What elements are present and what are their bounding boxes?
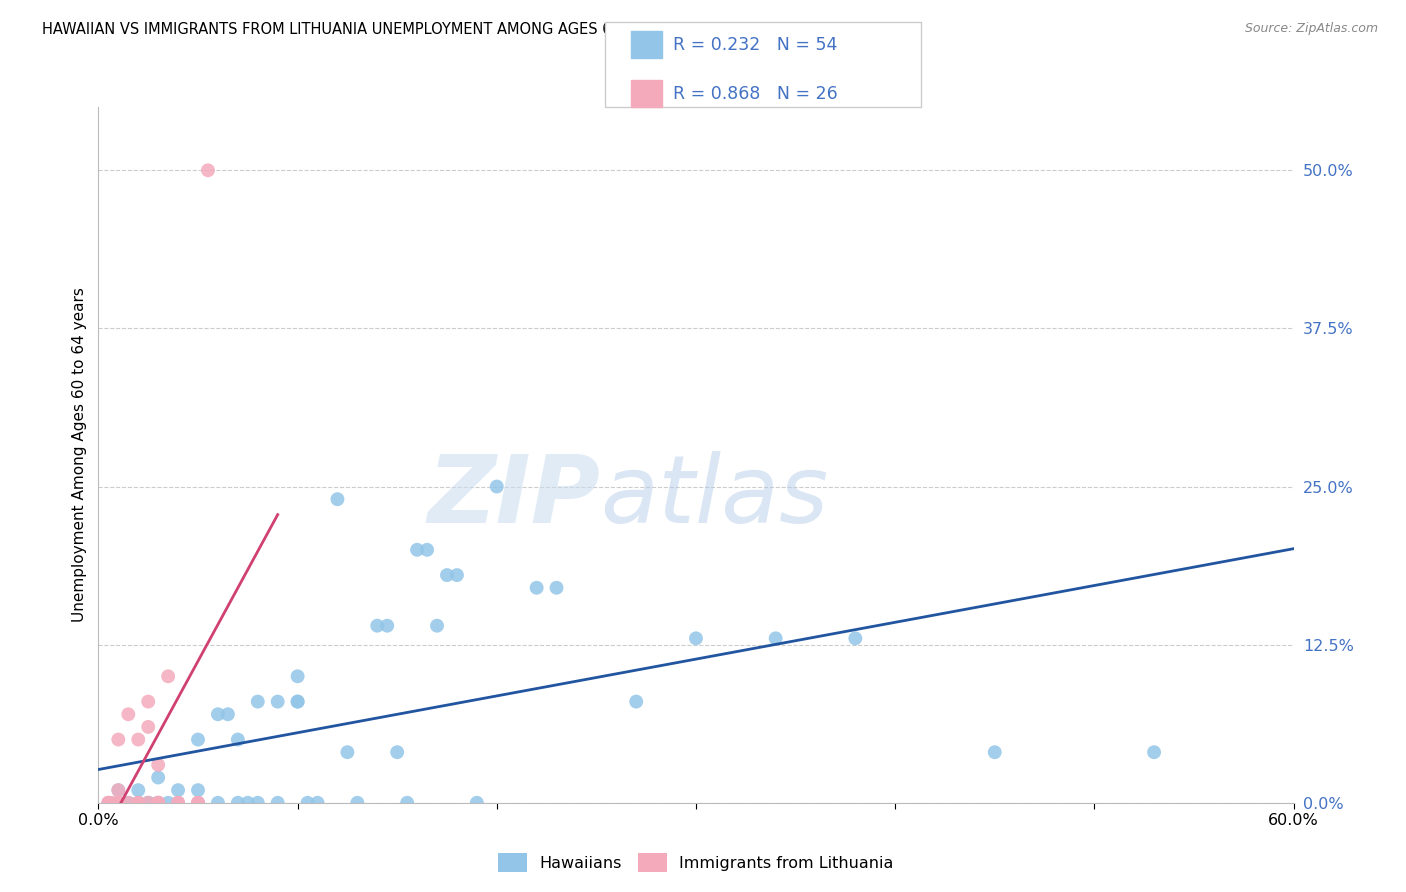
- Point: [127, 796, 149, 810]
- Point: [287, 695, 309, 709]
- Point: [148, 771, 170, 785]
- Point: [136, 720, 159, 734]
- Point: [336, 745, 359, 759]
- Point: [485, 479, 508, 493]
- Point: [385, 745, 409, 759]
- Point: [148, 796, 170, 810]
- Point: [107, 796, 129, 810]
- Point: [187, 796, 209, 810]
- Point: [267, 796, 290, 810]
- Point: [246, 796, 269, 810]
- Point: [127, 783, 149, 797]
- Point: [844, 632, 866, 646]
- Point: [207, 796, 229, 810]
- Point: [97, 796, 120, 810]
- Point: [187, 732, 209, 747]
- Point: [465, 796, 488, 810]
- Point: [107, 783, 129, 797]
- Point: [246, 695, 269, 709]
- Point: [117, 796, 139, 810]
- Point: [148, 796, 170, 810]
- Point: [148, 757, 170, 772]
- Point: [127, 732, 149, 747]
- Text: ZIP: ZIP: [427, 450, 600, 542]
- Text: HAWAIIAN VS IMMIGRANTS FROM LITHUANIA UNEMPLOYMENT AMONG AGES 60 TO 64 YEARS COR: HAWAIIAN VS IMMIGRANTS FROM LITHUANIA UN…: [42, 22, 884, 37]
- Text: R = 0.232   N = 54: R = 0.232 N = 54: [673, 36, 838, 54]
- Point: [436, 568, 458, 582]
- Point: [287, 669, 309, 683]
- Point: [97, 796, 120, 810]
- Point: [1143, 745, 1166, 759]
- Point: [416, 542, 439, 557]
- Point: [226, 796, 249, 810]
- Point: [326, 492, 349, 507]
- Point: [136, 695, 159, 709]
- Point: [127, 796, 149, 810]
- Point: [97, 796, 120, 810]
- Point: [136, 796, 159, 810]
- Point: [526, 581, 548, 595]
- Point: [446, 568, 468, 582]
- Point: [117, 707, 139, 722]
- Point: [167, 796, 190, 810]
- Point: [765, 632, 787, 646]
- Point: [167, 796, 190, 810]
- Text: atlas: atlas: [600, 451, 828, 542]
- Point: [148, 796, 170, 810]
- Point: [117, 796, 139, 810]
- Point: [685, 632, 707, 646]
- Point: [167, 796, 190, 810]
- Y-axis label: Unemployment Among Ages 60 to 64 years: Unemployment Among Ages 60 to 64 years: [72, 287, 87, 623]
- Point: [127, 796, 149, 810]
- Point: [396, 796, 419, 810]
- Point: [426, 618, 449, 632]
- Point: [267, 695, 290, 709]
- Point: [375, 618, 398, 632]
- Point: [167, 783, 190, 797]
- Point: [107, 783, 129, 797]
- Point: [157, 796, 180, 810]
- Point: [148, 796, 170, 810]
- Point: [207, 707, 229, 722]
- Point: [157, 669, 180, 683]
- Point: [546, 581, 568, 595]
- Point: [187, 783, 209, 797]
- Point: [107, 796, 129, 810]
- Point: [107, 796, 129, 810]
- Legend: Hawaiians, Immigrants from Lithuania: Hawaiians, Immigrants from Lithuania: [492, 847, 900, 879]
- Point: [136, 796, 159, 810]
- Point: [187, 796, 209, 810]
- Point: [197, 163, 219, 178]
- Point: [297, 796, 319, 810]
- Point: [101, 796, 124, 810]
- Point: [226, 732, 249, 747]
- Point: [346, 796, 368, 810]
- Point: [136, 796, 159, 810]
- Point: [287, 695, 309, 709]
- Text: Source: ZipAtlas.com: Source: ZipAtlas.com: [1244, 22, 1378, 36]
- Point: [236, 796, 259, 810]
- Point: [406, 542, 429, 557]
- Point: [624, 695, 647, 709]
- Point: [107, 732, 129, 747]
- Point: [983, 745, 1005, 759]
- Point: [307, 796, 329, 810]
- Point: [366, 618, 388, 632]
- Point: [148, 796, 170, 810]
- Point: [187, 796, 209, 810]
- Text: R = 0.868   N = 26: R = 0.868 N = 26: [673, 85, 838, 103]
- Point: [107, 796, 129, 810]
- Point: [217, 707, 239, 722]
